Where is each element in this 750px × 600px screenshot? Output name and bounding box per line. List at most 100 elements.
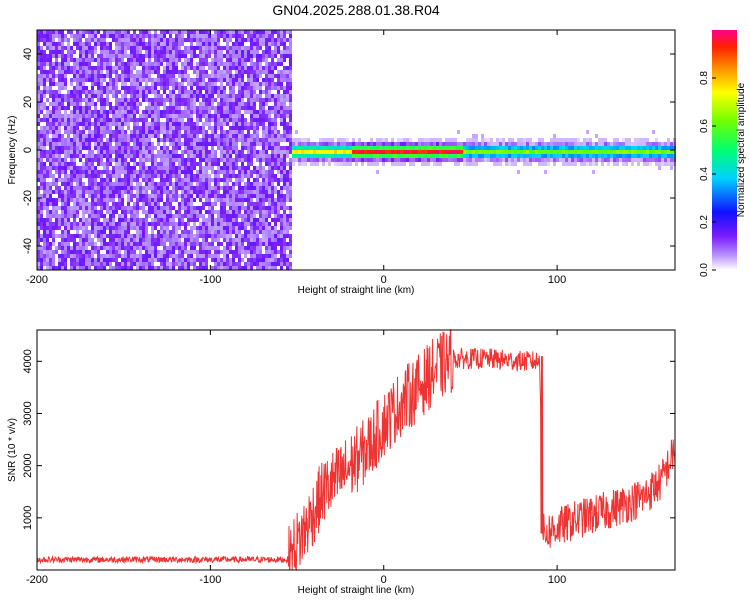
spectrogram-cell [271, 138, 274, 142]
spectrogram-cell [124, 238, 127, 242]
spectrogram-cell [349, 146, 352, 150]
spectrogram-cell [181, 206, 184, 210]
spectrogram-cell [292, 138, 295, 142]
spectrogram-cell [484, 142, 487, 146]
spectrogram-cell [223, 190, 226, 194]
spectrogram-cell [115, 94, 118, 98]
spectrogram-cell [184, 262, 187, 266]
spectrogram-cell [40, 206, 43, 210]
spectrogram-cell [259, 194, 262, 198]
spectrogram-cell [256, 138, 259, 142]
spectrogram-cell [220, 114, 223, 118]
spectrogram-cell [172, 242, 175, 246]
spectrogram-cell [235, 82, 238, 86]
spectrogram-cell [73, 118, 76, 122]
spectrogram-cell [289, 142, 292, 146]
spectrogram-cell [73, 134, 76, 138]
spectrogram-cell [250, 218, 253, 222]
spectrogram-cell [397, 150, 400, 154]
spectrogram-cell [79, 206, 82, 210]
spectrogram-cell [109, 214, 112, 218]
spectrogram-cell [211, 150, 214, 154]
spectrogram-cell [109, 190, 112, 194]
spectrogram-cell [100, 70, 103, 74]
spectrogram-cell [241, 70, 244, 74]
spectrogram-cell [46, 74, 49, 78]
spectrogram-cell [199, 82, 202, 86]
spectrogram-cell [277, 134, 280, 138]
spectrogram-cell [202, 206, 205, 210]
spectrogram-cell [148, 206, 151, 210]
spectrogram-cell [199, 234, 202, 238]
spectrogram-cell [58, 190, 61, 194]
spectrogram-cell [49, 154, 52, 158]
spectrogram-cell [154, 66, 157, 70]
spectrogram-cell [145, 214, 148, 218]
spectrogram-cell [88, 258, 91, 262]
spectrogram-cell [232, 166, 235, 170]
spectrogram-cell [130, 66, 133, 70]
spectrogram-cell [115, 246, 118, 250]
spectrogram-cell [514, 146, 517, 150]
spectrogram-cell [259, 114, 262, 118]
spectrogram-cell [277, 86, 280, 90]
spectrogram-cell [283, 182, 286, 186]
spectrogram-cell [274, 98, 277, 102]
spectrogram-cell [211, 70, 214, 74]
spectrogram-cell [172, 218, 175, 222]
spectrogram-cell [250, 90, 253, 94]
spectrogram-cell [247, 170, 250, 174]
spectrogram-cell [67, 38, 70, 42]
spectrogram-cell [73, 66, 76, 70]
spectrogram-cell [274, 138, 277, 142]
spectrogram-cell [493, 146, 496, 150]
spectrogram-cell [253, 50, 256, 54]
spectrogram-cell [79, 130, 82, 134]
spectrogram-cell [406, 150, 409, 154]
spectrogram-cell [178, 170, 181, 174]
spectrogram-cell [289, 178, 292, 182]
spectrogram-cell [127, 118, 130, 122]
spectrogram-cell [286, 98, 289, 102]
spectrogram-cell [436, 162, 439, 166]
spectrogram-cell [139, 142, 142, 146]
spectrogram-cell [190, 102, 193, 106]
spectrogram-cell [211, 266, 214, 270]
spectrogram-cell [256, 30, 259, 34]
spectrogram-cell [223, 250, 226, 254]
spectrogram-cell [76, 166, 79, 170]
spectrogram-cell [199, 34, 202, 38]
spectrogram-cell [229, 250, 232, 254]
spectrogram-cell [259, 258, 262, 262]
spectrogram-cell [151, 82, 154, 86]
spectrogram-cell [82, 58, 85, 62]
spectrogram-cell [76, 178, 79, 182]
spectrogram-cell [193, 94, 196, 98]
spectrogram-cell [79, 62, 82, 66]
spectrogram-cell [181, 178, 184, 182]
spectrogram-cell [79, 54, 82, 58]
spectrogram-cell [337, 154, 340, 158]
spectrogram-cell [184, 178, 187, 182]
spectrogram-cell [64, 246, 67, 250]
spectrogram-cell [355, 162, 358, 166]
spectrogram-cell [58, 70, 61, 74]
spectrogram-cell [190, 110, 193, 114]
spectrogram-cell [217, 194, 220, 198]
spectrogram-cell [250, 146, 253, 150]
spectrogram-cell [247, 106, 250, 110]
spectrogram-cell [157, 254, 160, 258]
spectrogram-cell [124, 90, 127, 94]
spectrogram-cell [190, 126, 193, 130]
spectrogram-cell [184, 182, 187, 186]
spectrogram-cell [244, 222, 247, 226]
spectrogram-cell [499, 138, 502, 142]
spectrogram-cell [289, 166, 292, 170]
spectrogram-cell [163, 42, 166, 46]
spectrogram-cell [52, 54, 55, 58]
spectrogram-cell [115, 98, 118, 102]
spectrogram-cell [151, 210, 154, 214]
spectrogram-cell [112, 106, 115, 110]
spectrogram-cell [208, 150, 211, 154]
spectrogram-cell [172, 226, 175, 230]
